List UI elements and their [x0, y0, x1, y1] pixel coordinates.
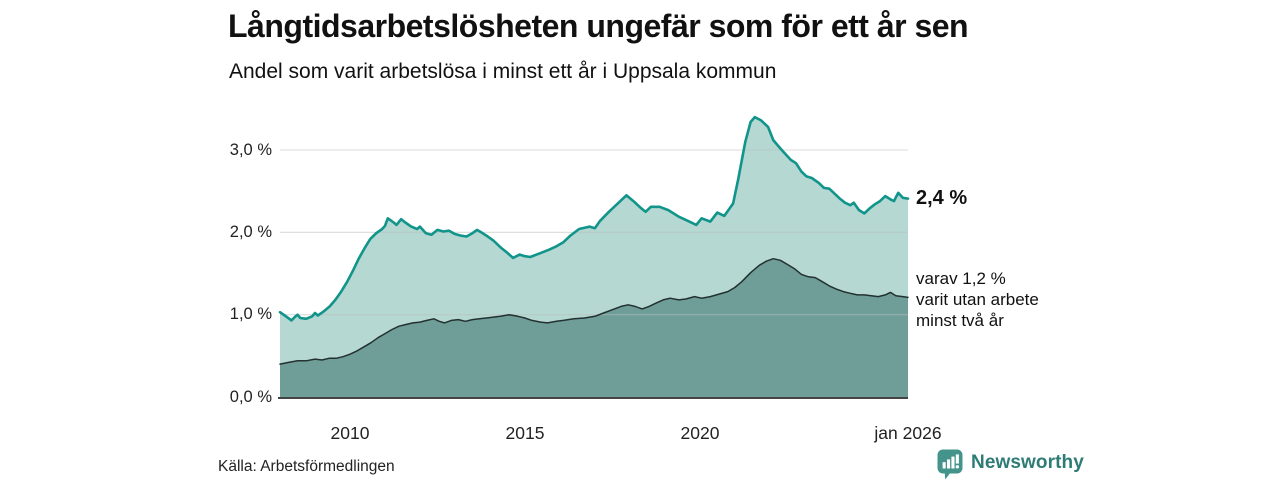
newsworthy-bar-chart-icon: [937, 449, 963, 480]
x-tick-label: 2010: [330, 423, 370, 443]
series-line-0: [278, 115, 910, 322]
source-note: Källa: Arbetsförmedlingen: [218, 458, 395, 475]
latest-value-annotation: 2,4 %: [916, 187, 968, 209]
x-tick-label: 2015: [505, 423, 545, 443]
page-title: Långtidsarbetslösheten ungefär som för e…: [228, 8, 969, 44]
y-tick-label: 0,0 %: [229, 388, 272, 406]
newsworthy-wordmark: Newsworthy: [971, 452, 1084, 473]
series-area-1: [280, 258, 908, 397]
breakdown-line: minst två år: [916, 311, 1004, 330]
y-tick-label: 2,0 %: [229, 223, 272, 241]
breakdown-line: varav 1,2 %: [916, 269, 1006, 288]
breakdown-annotation: varav 1,2 % varit utan arbete minst två …: [916, 268, 1039, 331]
newsworthy-logo: Newsworthy: [937, 449, 1084, 480]
y-tick-label: 1,0 %: [229, 305, 272, 323]
series-line-1: [279, 257, 909, 365]
page-subtitle: Andel som varit arbetslösa i minst ett å…: [229, 60, 777, 83]
y-tick-label: 3,0 %: [229, 141, 272, 159]
breakdown-line: varit utan arbete: [916, 290, 1039, 309]
x-tick-label: 2020: [680, 423, 720, 443]
x-tick-label: jan 2026: [874, 423, 942, 443]
